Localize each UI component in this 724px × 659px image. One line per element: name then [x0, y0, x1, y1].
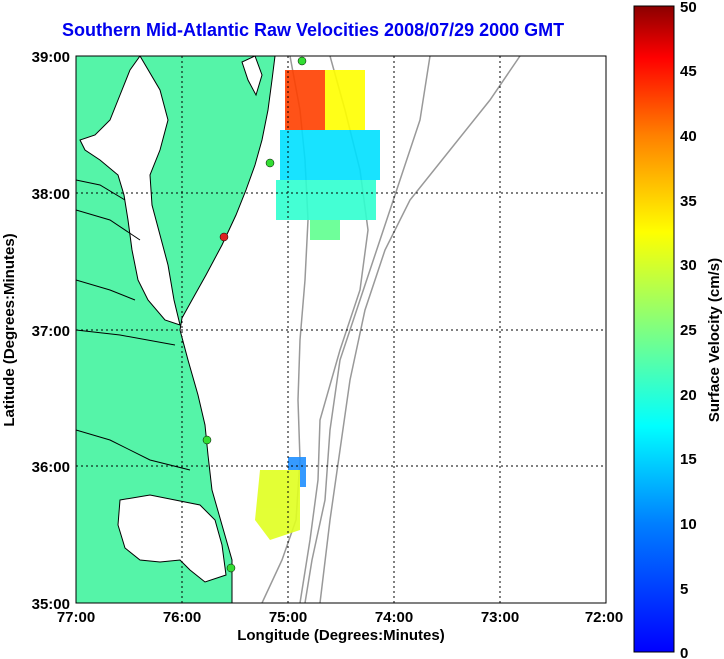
y-tick-label: 35:00 — [32, 596, 70, 613]
y-tick-label: 39:00 — [32, 49, 70, 66]
colorbar-tick: 15 — [680, 451, 697, 468]
y-axis-label: Latitude (Degrees:Minutes) — [1, 233, 18, 426]
colorbar-tick: 45 — [680, 63, 697, 80]
x-tick-label: 72:00 — [585, 609, 623, 626]
x-tick-label: 76:00 — [163, 609, 201, 626]
grid-lines — [76, 56, 606, 603]
colorbar-tick: 50 — [680, 0, 697, 16]
colorbar-tick: 5 — [680, 581, 688, 598]
colorbar-tick: 25 — [680, 322, 697, 339]
velocity-field-north — [276, 70, 380, 240]
colorbar-tick: 35 — [680, 193, 697, 210]
chesapeake-bay — [79, 56, 181, 326]
delaware-bay — [241, 56, 263, 97]
y-axis: 39:00 38:00 37:00 36:00 35:00 Latitude (… — [1, 49, 70, 613]
x-tick-label: 74:00 — [375, 609, 413, 626]
colorbar: 50 45 40 35 30 25 20 15 10 5 0 Surface V… — [633, 0, 723, 659]
plot-border — [75, 55, 607, 604]
colorbar-gradient — [633, 5, 675, 653]
hf-radar-stations — [202, 56, 307, 573]
x-tick-label: 75:00 — [269, 609, 307, 626]
x-tick-label: 73:00 — [481, 609, 519, 626]
colorbar-tick: 40 — [680, 128, 697, 145]
pamlico-sound — [117, 494, 227, 583]
colorbar-tick: 20 — [680, 387, 697, 404]
x-axis-label: Longitude (Degrees:Minutes) — [237, 627, 445, 644]
colorbar-label: Surface Velocity (cm/s) — [706, 258, 723, 422]
y-tick-label: 38:00 — [32, 186, 70, 203]
colorbar-tick: 30 — [680, 257, 697, 274]
colorbar-tick: 0 — [680, 645, 688, 659]
y-tick-label: 36:00 — [32, 459, 70, 476]
colorbar-tick: 10 — [680, 516, 697, 533]
velocity-field-south — [255, 457, 306, 540]
x-axis: 77:00 76:00 75:00 74:00 73:00 72:00 Long… — [57, 609, 623, 644]
x-tick-label: 77:00 — [57, 609, 95, 626]
river-lines — [76, 179, 191, 471]
y-tick-label: 37:00 — [32, 323, 70, 340]
map-title: Southern Mid-Atlantic Raw Velocities 200… — [62, 20, 565, 40]
